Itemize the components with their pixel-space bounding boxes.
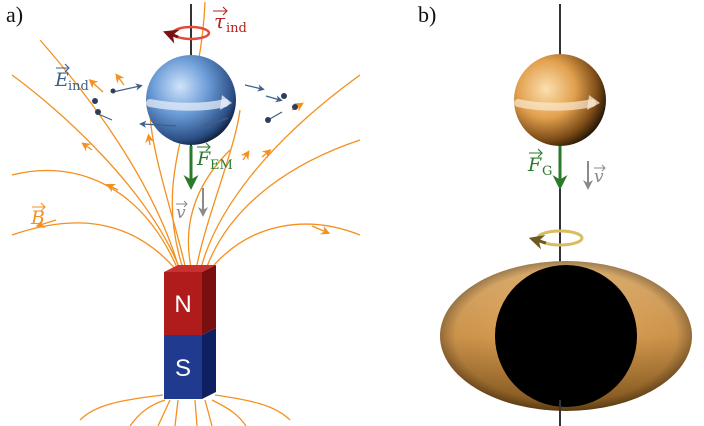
efield-arrow <box>139 120 177 128</box>
charge <box>92 98 98 104</box>
field-line <box>204 399 213 426</box>
charge <box>292 104 298 110</box>
bfield-label: B <box>30 202 46 229</box>
field-line <box>79 394 164 421</box>
magnet-south-face <box>164 335 202 399</box>
svg-text:F: F <box>527 154 542 176</box>
efield-arrow <box>203 117 229 128</box>
field-line <box>187 149 231 273</box>
field-arrow <box>88 78 104 93</box>
charge <box>281 93 287 99</box>
svg-text:ind: ind <box>68 79 89 94</box>
panel-a-label: a) <box>6 2 23 27</box>
efield-arrow <box>112 83 143 93</box>
svg-text:v: v <box>176 203 186 223</box>
bar-magnet: N S <box>164 265 216 399</box>
magnet-north-label: N <box>174 291 191 318</box>
efield-arrow <box>265 95 283 103</box>
rotation-arrow <box>146 99 229 111</box>
spin-arrow-b <box>528 229 584 250</box>
field-arrows <box>35 73 331 235</box>
magnet-south-label: S <box>175 355 191 382</box>
panel-b-label: b) <box>418 2 436 27</box>
field-line <box>199 74 361 273</box>
shadow-disk <box>495 265 637 407</box>
field-line <box>194 399 198 426</box>
magnet-north-face <box>164 272 202 335</box>
field-line <box>214 394 291 421</box>
field-arrow <box>105 183 119 193</box>
velocity-label: v <box>176 200 188 223</box>
svg-text:EM: EM <box>210 158 233 173</box>
force-em-label: F EM <box>196 142 233 173</box>
rotation-arrow-b <box>514 99 596 111</box>
charge <box>95 109 101 115</box>
torque-arrow <box>162 25 211 44</box>
charge <box>265 117 271 123</box>
orange-planet <box>514 54 606 146</box>
field-arrow <box>35 219 57 228</box>
charge <box>110 88 116 94</box>
svg-text:F: F <box>196 148 211 170</box>
svg-text:τ: τ <box>214 9 226 33</box>
charges <box>92 88 298 123</box>
field-line <box>207 223 361 273</box>
panel-b: F G v b) <box>418 2 692 426</box>
force-g-label: F G <box>527 148 552 179</box>
svg-text:B: B <box>30 207 45 229</box>
field-arrow <box>145 133 155 146</box>
field-line <box>11 169 180 273</box>
blue-planet <box>146 55 236 145</box>
field-line <box>204 139 361 273</box>
torque-label: τ ind <box>213 6 247 36</box>
field-arrow <box>115 73 125 86</box>
field-arrow <box>240 150 250 161</box>
field-line <box>211 399 247 426</box>
field-line <box>129 399 166 426</box>
field-arrow <box>81 142 93 152</box>
svg-text:E: E <box>54 69 69 91</box>
field-line <box>157 399 171 426</box>
field-line <box>11 74 182 273</box>
svg-text:G: G <box>542 164 552 179</box>
efield-arrow <box>244 84 265 92</box>
svg-text:ind: ind <box>226 21 247 36</box>
efield-label: E ind <box>54 63 89 94</box>
field-line <box>11 222 179 273</box>
velocity-label-b: v <box>594 164 606 187</box>
field-arrow <box>311 225 331 235</box>
field-line <box>195 109 241 271</box>
svg-text:v: v <box>594 167 604 187</box>
field-arrow <box>261 149 272 159</box>
field-line <box>174 399 179 426</box>
panel-a: N S τ ind E ind F EM v B a) <box>6 1 361 426</box>
magnetic-field-lines <box>11 1 361 426</box>
